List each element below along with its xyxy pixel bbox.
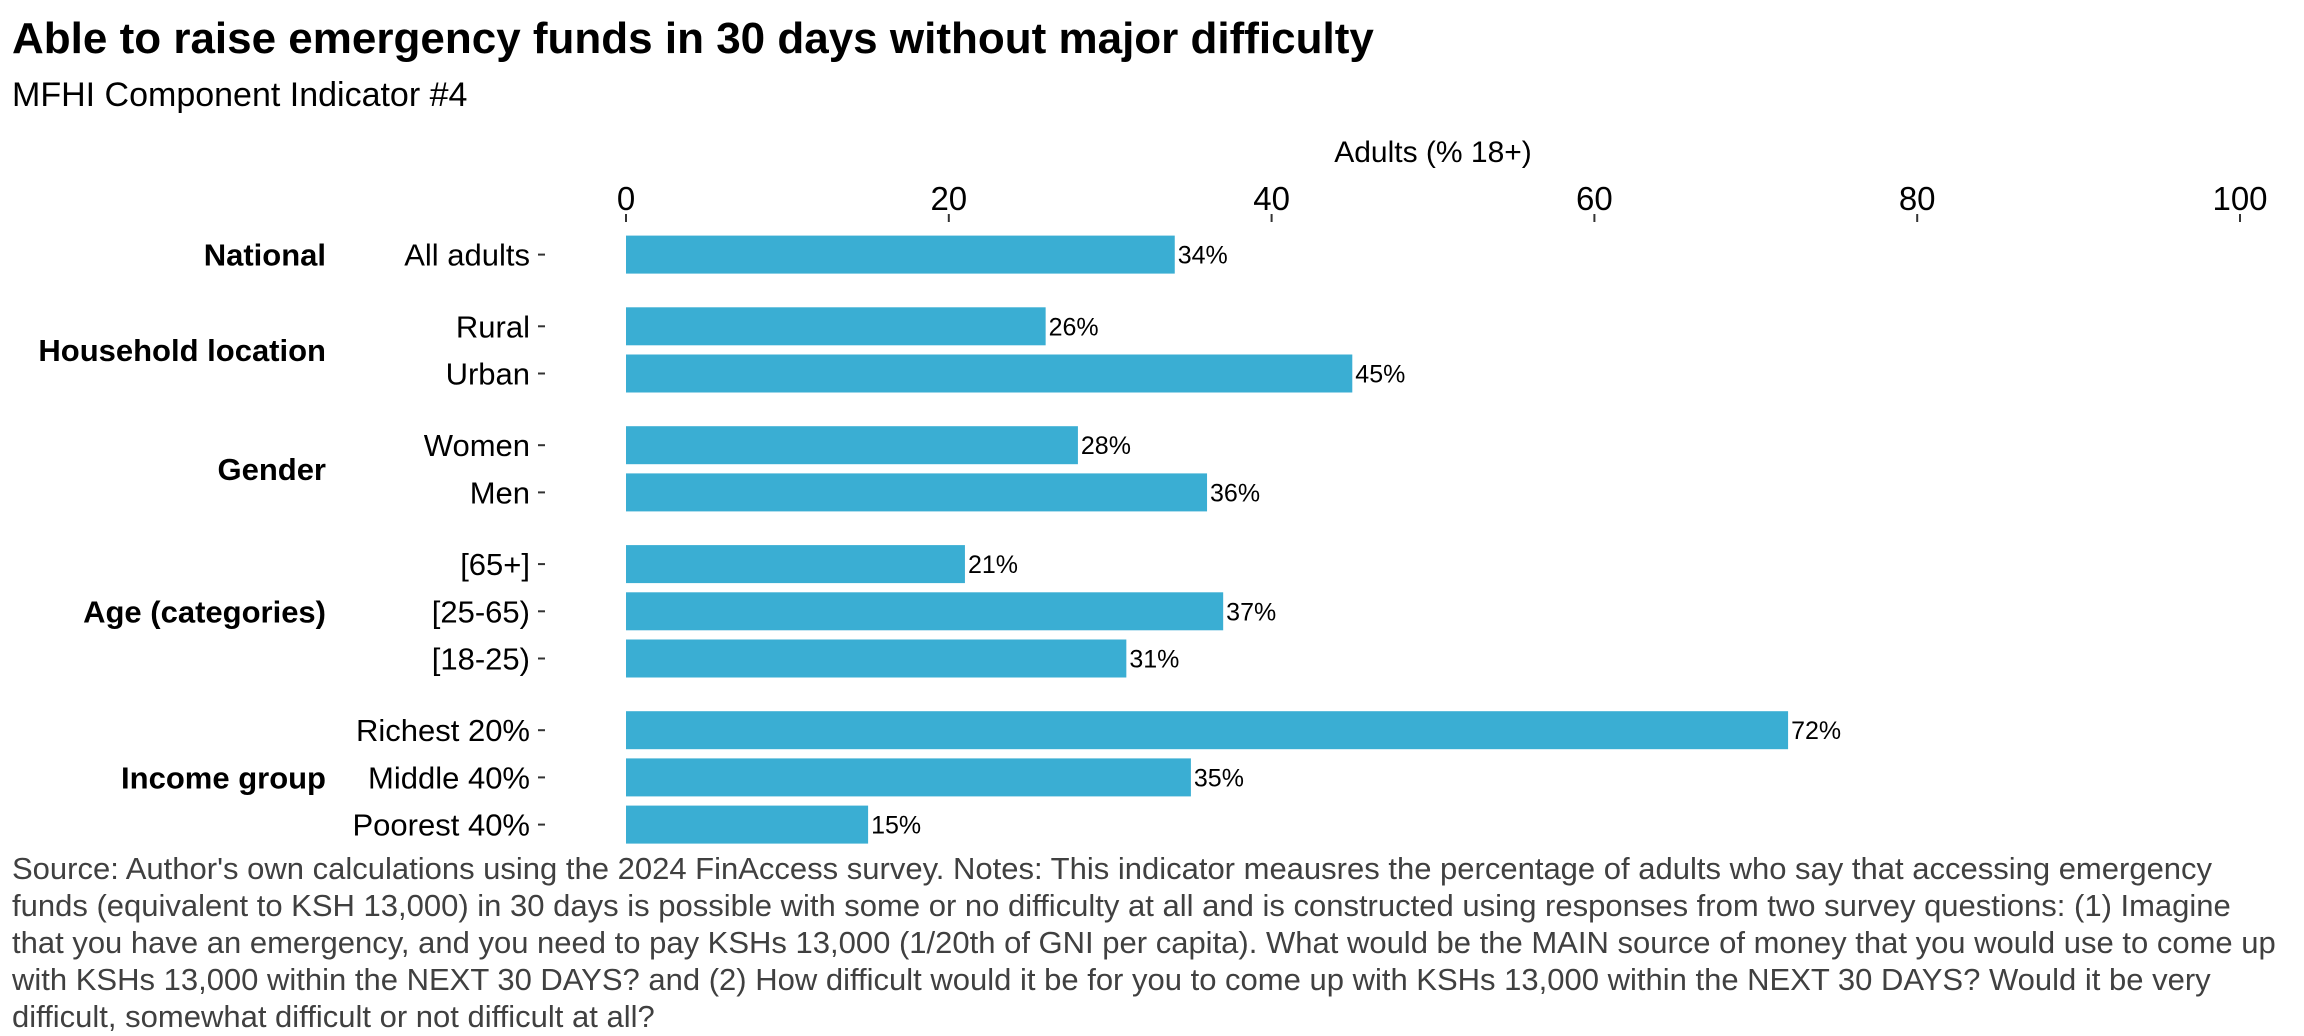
x-tick-label: 60 [1576, 180, 1613, 217]
category-label: Middle 40% [368, 760, 530, 795]
bar [626, 805, 869, 844]
bar [626, 473, 1208, 512]
bar [626, 354, 1353, 393]
category-label: [65+] [460, 547, 530, 582]
bar [626, 545, 965, 584]
bar [626, 307, 1046, 346]
category-label: [18-25) [432, 642, 530, 677]
category-label: All adults [404, 238, 530, 273]
group-label: National [204, 238, 326, 273]
bar-value-label: 37% [1226, 598, 1276, 626]
x-tick-label: 40 [1253, 180, 1290, 217]
bar-chart: Adults (% 18+) 0 20 40 60 80 100 National Hous… [38, 136, 2268, 844]
chart-subtitle: MFHI Component Indicator #4 [12, 76, 468, 114]
x-axis-ticks: 0 20 40 60 80 100 [617, 180, 2268, 222]
group-label: Gender [217, 452, 326, 487]
bar-value-label: 72% [1791, 717, 1841, 745]
bar [626, 711, 1789, 750]
bar [626, 426, 1078, 465]
bar [626, 235, 1175, 274]
bars: All adults 34% Rural 26% Urban 45% Women 28% Men… [353, 235, 1841, 844]
category-label: Urban [446, 357, 530, 392]
group-label: Household location [38, 333, 326, 368]
bar-value-label: 28% [1081, 432, 1131, 460]
category-label: Rural [456, 309, 530, 344]
x-tick-label: 20 [930, 180, 967, 217]
x-tick-label: 0 [617, 180, 635, 217]
x-tick-label: 80 [1899, 180, 1936, 217]
x-axis-label: Adults (% 18+) [1334, 136, 1532, 169]
group-label: Age (categories) [83, 594, 326, 629]
bar-value-label: 35% [1194, 764, 1244, 792]
bar-value-label: 45% [1355, 361, 1405, 389]
category-label: [25-65) [432, 594, 530, 629]
bar [626, 592, 1224, 631]
group-labels: National Household location Gender Age (cat… [38, 238, 326, 796]
x-tick-label: 100 [2212, 180, 2267, 217]
category-label: Men [470, 475, 530, 510]
chart-caption: Source: Author's own calculations using … [12, 851, 2276, 1034]
bar-value-label: 36% [1210, 479, 1260, 507]
bar [626, 758, 1191, 797]
category-label: Women [424, 428, 530, 463]
bar-value-label: 31% [1129, 646, 1179, 674]
category-label: Richest 20% [356, 713, 530, 748]
bar [626, 639, 1127, 678]
group-label: Income group [121, 760, 326, 795]
bar-value-label: 34% [1178, 242, 1228, 270]
category-label: Poorest 40% [353, 808, 531, 843]
bar-value-label: 26% [1049, 313, 1099, 341]
bar-value-label: 15% [871, 812, 921, 840]
chart-title: Able to raise emergency funds in 30 days… [12, 14, 1374, 63]
bar-value-label: 21% [968, 551, 1018, 579]
